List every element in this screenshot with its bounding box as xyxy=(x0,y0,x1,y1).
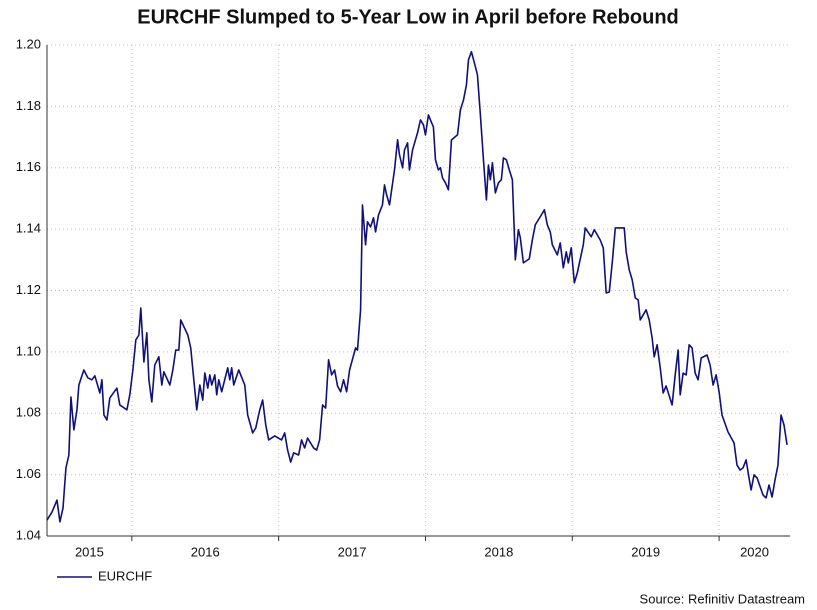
y-tick-label: 1.20 xyxy=(16,36,41,51)
x-tick-label: 2020 xyxy=(740,544,769,559)
x-tick-label: 2016 xyxy=(191,544,220,559)
legend-label: EURCHF xyxy=(98,568,152,583)
x-tick-label: 2019 xyxy=(631,544,660,559)
y-tick-label: 1.10 xyxy=(16,343,41,358)
x-tick-label: 2017 xyxy=(338,544,367,559)
y-tick-label: 1.12 xyxy=(16,282,41,297)
chart-title: EURCHF Slumped to 5-Year Low in April be… xyxy=(137,6,679,28)
source-note: Source: Refinitiv Datastream xyxy=(640,591,805,606)
y-tick-label: 1.04 xyxy=(16,527,41,542)
x-tick-label: 2015 xyxy=(75,544,104,559)
y-tick-label: 1.14 xyxy=(16,221,41,236)
y-tick-label: 1.06 xyxy=(16,466,41,481)
line-series xyxy=(46,50,788,523)
y-tick-label: 1.16 xyxy=(16,159,41,174)
x-tick-label: 2018 xyxy=(484,544,513,559)
y-tick-label: 1.18 xyxy=(16,98,41,113)
y-tick-label: 1.08 xyxy=(16,405,41,420)
